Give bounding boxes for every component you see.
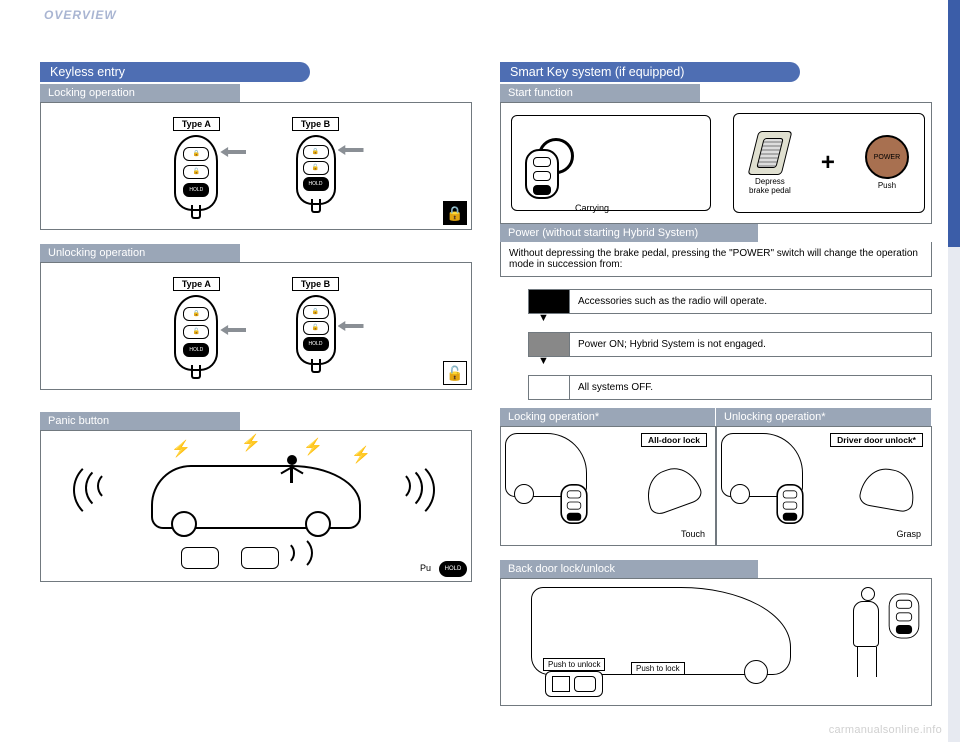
- mode-text-0: Accessories such as the radio will opera…: [569, 290, 931, 313]
- tab-3: [948, 495, 960, 742]
- side-tabs: [948, 0, 960, 742]
- car-illustration: [151, 465, 361, 529]
- mode-text-2: All systems OFF.: [569, 376, 931, 399]
- power-button-icon: POWER: [865, 135, 909, 179]
- mode-row-1: Power ON; Hybrid System is not engaged.: [528, 332, 932, 357]
- tag-driver-unlock: Driver door unlock*: [830, 433, 923, 447]
- lock-icon: 🔒: [443, 201, 467, 225]
- subheader-lockop: Locking operation*: [500, 408, 716, 426]
- subheader-panic: Panic button: [40, 412, 240, 430]
- start-steps: Depressbrake pedal + POWER Push: [733, 113, 925, 213]
- panel-start: Carrying Depressbrake pedal + POWER Push: [500, 102, 932, 224]
- mode-row-2: All systems OFF.: [528, 375, 932, 400]
- tag-all-door-lock: All-door lock: [641, 433, 707, 447]
- person-rear: [841, 587, 887, 687]
- unlock-icon: 🔓: [443, 361, 467, 385]
- subheader-start: Start function: [500, 84, 700, 102]
- push-label-2: Push: [878, 182, 896, 191]
- fob-badge-lock: [560, 484, 587, 524]
- mode-swatch-1: [529, 333, 569, 356]
- panel-locking: Type A 🔒 🔓 HOLD Type B 🔒 🔓 HOLD: [40, 102, 472, 230]
- touch-label: Touch: [681, 529, 705, 539]
- mode-swatch-0: [529, 290, 569, 313]
- label-type-b: Type B: [292, 117, 339, 131]
- panel-lockop: All-door lock Touch: [500, 426, 716, 546]
- fob-badge-unlock: [776, 484, 803, 524]
- mode-text-1: Power ON; Hybrid System is not engaged.: [569, 333, 931, 356]
- tab-2: [948, 247, 960, 494]
- remote-a: [181, 547, 219, 569]
- panel-unlocking: Type A 🔒 🔓 HOLD Type B 🔒 🔓 HOLD: [40, 262, 472, 390]
- carrying-label: Carrying: [575, 203, 609, 213]
- section-smart-key: Smart Key system (if equipped): [500, 62, 800, 82]
- flow-arrow-1: [538, 357, 932, 371]
- push-lock-label: Push to lock: [631, 662, 685, 675]
- fob-badge-carrying: [525, 149, 559, 199]
- page-header: OVERVIEW: [44, 8, 117, 22]
- label-type-a: Type A: [173, 117, 220, 131]
- plus-icon: +: [821, 149, 835, 177]
- push-unlock-label: Push to unlock: [543, 658, 605, 671]
- push-label: Pu: [420, 563, 431, 573]
- watermark: carmanualsonline.info: [829, 724, 942, 736]
- mode-row-0: Accessories such as the radio will opera…: [528, 289, 932, 314]
- subheader-backdoor: Back door lock/unlock: [500, 560, 758, 578]
- key-fob-type-a-2: 🔒 🔓 HOLD: [174, 295, 218, 371]
- mode-swatch-2: [529, 376, 569, 399]
- subheader-unlocking: Unlocking operation: [40, 244, 240, 262]
- callout-lock-buttons: [545, 671, 603, 697]
- subheader-locking: Locking operation: [40, 84, 240, 102]
- brake-pedal-icon: [747, 131, 792, 175]
- key-fob-type-b-2: 🔒 🔓 HOLD: [296, 295, 336, 365]
- hand-grasp: [858, 465, 918, 514]
- grasp-label: Grasp: [896, 529, 921, 539]
- fob-badge-rear: [889, 594, 920, 639]
- section-keyless-entry: Keyless entry: [40, 62, 310, 82]
- label-type-a-2: Type A: [173, 277, 220, 291]
- left-column: Keyless entry Locking operation Type A 🔒…: [40, 62, 472, 582]
- flow-arrow-0: [538, 314, 932, 328]
- label-type-b-2: Type B: [292, 277, 339, 291]
- panel-unlockop: Driver door unlock* Grasp: [716, 426, 932, 546]
- panel-panic: ⚡ ⚡ ⚡ ⚡ Pu HOLD: [40, 430, 472, 582]
- subheader-unlockop: Unlocking operation*: [716, 408, 932, 426]
- key-fob-type-a: 🔒 🔓 HOLD: [174, 135, 218, 211]
- person-icon: [282, 455, 302, 495]
- subheader-power: Power (without starting Hybrid System): [500, 224, 758, 242]
- brake-pedal-label: brake pedal: [749, 186, 791, 195]
- hold-icon: HOLD: [439, 561, 467, 577]
- right-column: Smart Key system (if equipped) Start fun…: [500, 62, 932, 706]
- key-fob-type-b: 🔒 🔓 HOLD: [296, 135, 336, 205]
- hand-touch: [640, 461, 704, 517]
- tab-1: [948, 0, 960, 247]
- power-intro: Without depressing the brake pedal, pres…: [500, 242, 932, 277]
- panel-backdoor: Push to unlock Push to lock: [500, 578, 932, 706]
- depress-label: Depress: [755, 177, 785, 186]
- twin-panels: All-door lock Touch Driver door unlock* …: [500, 426, 932, 546]
